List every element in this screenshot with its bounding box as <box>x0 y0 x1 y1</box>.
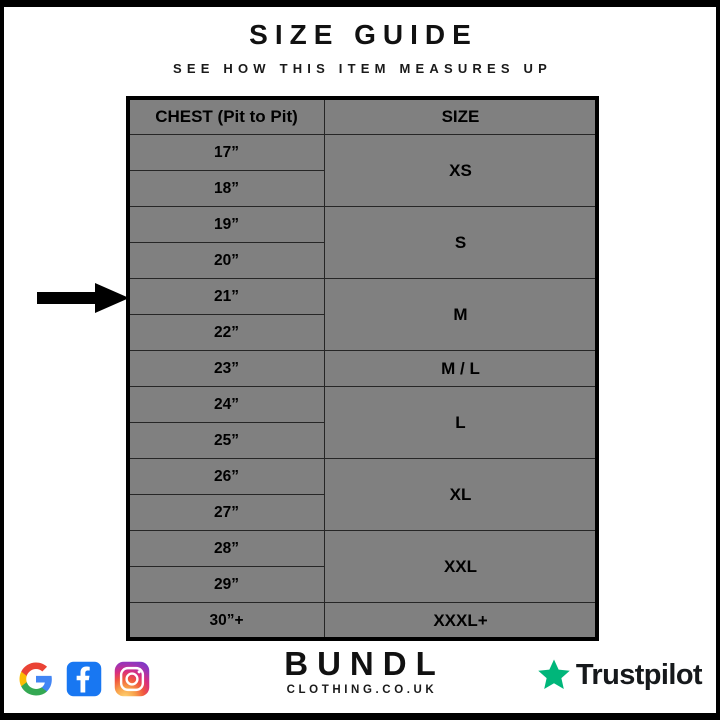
chest-cell: 18” <box>128 170 325 207</box>
table-row[interactable]: 29” <box>128 566 597 603</box>
table-row[interactable]: 23” M / L <box>128 350 597 387</box>
chest-cell: 17” <box>128 134 325 171</box>
header: SIZE GUIDE SEE HOW THIS ITEM MEASURES UP <box>4 7 716 76</box>
chest-cell: 24” <box>128 386 325 423</box>
chest-cell: 29” <box>128 566 325 603</box>
trustpilot-logo[interactable]: Trustpilot <box>537 658 703 692</box>
size-cell: XS <box>324 134 597 207</box>
size-cell: S <box>324 206 597 279</box>
table-row[interactable]: 30”+ XXXL+ <box>128 602 597 639</box>
facebook-icon[interactable] <box>66 661 102 697</box>
chest-cell: 23” <box>128 350 325 387</box>
chest-cell: 20” <box>128 242 325 279</box>
right-arrow-icon <box>37 283 129 313</box>
chest-cell: 30”+ <box>128 602 325 639</box>
table-row[interactable]: 27” <box>128 494 597 531</box>
column-header-size: SIZE <box>324 98 597 135</box>
chest-cell-highlighted: 21” <box>128 278 325 315</box>
size-table-wrapper: CHEST (Pit to Pit) SIZE 17” XS 18” 19” S <box>126 96 599 641</box>
instagram-icon[interactable] <box>114 661 150 697</box>
brand-website: CLOTHING.CO.UK <box>286 684 438 696</box>
size-cell: XXL <box>324 530 597 603</box>
trustpilot-star-icon <box>537 658 571 692</box>
table-row[interactable]: 20” <box>128 242 597 279</box>
table-row[interactable]: 26” XL <box>128 458 597 531</box>
footer: BUNDL CLOTHING.CO.UK Trustpilot <box>4 635 716 705</box>
brand-logo: BUNDL CLOTHING.CO.UK <box>4 645 716 697</box>
size-cell: XXXL+ <box>324 602 597 639</box>
brand-name: BUNDL <box>284 645 445 682</box>
table-row[interactable]: 17” XS <box>128 134 597 207</box>
chest-cell: 28” <box>128 530 325 567</box>
table-row[interactable]: 19” S <box>128 206 597 279</box>
table-row[interactable]: 28” XXL <box>128 530 597 603</box>
social-links <box>18 661 150 697</box>
size-cell: XL <box>324 458 597 531</box>
size-cell-highlighted: M <box>324 278 597 351</box>
column-header-chest: CHEST (Pit to Pit) <box>128 98 325 135</box>
trustpilot-label: Trustpilot <box>575 659 703 691</box>
size-cell: M / L <box>324 350 597 387</box>
chest-cell: 19” <box>128 206 325 243</box>
google-icon[interactable] <box>18 661 54 697</box>
table-row[interactable]: 18” <box>128 170 597 207</box>
chest-cell: 27” <box>128 494 325 531</box>
size-cell: L <box>324 386 597 459</box>
page-title: SIZE GUIDE <box>249 19 478 50</box>
chest-cell: 22” <box>128 314 325 351</box>
table-header-row: CHEST (Pit to Pit) SIZE <box>128 98 597 135</box>
page-subtitle: SEE HOW THIS ITEM MEASURES UP <box>172 61 553 76</box>
chest-cell: 25” <box>128 422 325 459</box>
table-row[interactable]: 25” <box>128 422 597 459</box>
table-row-highlighted[interactable]: 21” M <box>128 278 597 351</box>
table-row[interactable]: 24” L <box>128 386 597 459</box>
size-table: CHEST (Pit to Pit) SIZE 17” XS 18” 19” S <box>126 96 599 641</box>
chest-cell: 26” <box>128 458 325 495</box>
